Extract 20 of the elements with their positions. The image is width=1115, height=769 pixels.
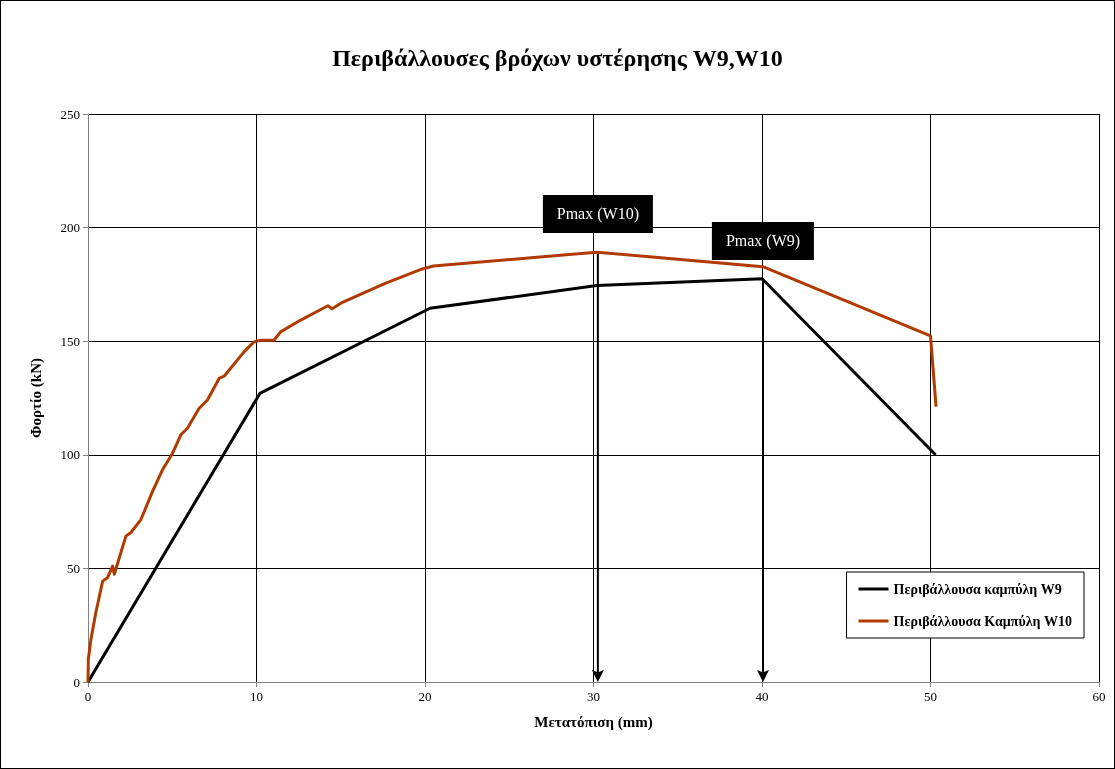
y-tick-label: 50 xyxy=(67,560,80,576)
legend-label: Περιβάλλουσα Καμπύλη W10 xyxy=(893,613,1072,629)
x-axis-title: Μετατόπιση (mm) xyxy=(534,713,653,731)
x-tick-label: 0 xyxy=(84,689,92,704)
annotation: Pmax (W10) xyxy=(542,195,653,234)
y-axis-title: Φορτίο (kN) xyxy=(27,358,45,438)
x-tick-label: 60 xyxy=(1092,689,1106,704)
annotation: Pmax (W9) xyxy=(711,221,815,260)
chart-title: Περιβάλλουσες βρόχων υστέρησης W9,W10 xyxy=(332,45,783,71)
x-tick-label: 30 xyxy=(587,689,600,704)
x-tick-label: 20 xyxy=(418,689,432,704)
y-tick-label: 150 xyxy=(60,333,80,349)
y-tick-label: 100 xyxy=(60,447,80,463)
legend-label: Περιβάλλουσα καμπύλη W9 xyxy=(893,581,1062,597)
y-tick-label: 0 xyxy=(73,674,80,690)
y-tick-label: 250 xyxy=(60,106,80,122)
y-tick-label: 200 xyxy=(60,220,80,236)
x-tick-label: 50 xyxy=(924,689,937,704)
x-tick-label: 40 xyxy=(755,689,769,704)
x-tick-label: 10 xyxy=(250,689,263,704)
